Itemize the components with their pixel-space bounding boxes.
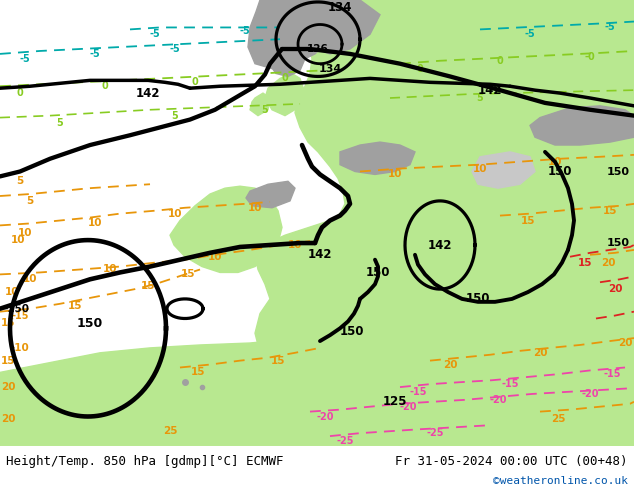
- Text: 15: 15: [603, 206, 618, 216]
- Polygon shape: [250, 93, 270, 116]
- Text: 0: 0: [191, 77, 198, 87]
- Text: 142: 142: [478, 84, 502, 97]
- Text: 150: 150: [607, 167, 630, 176]
- Text: 150: 150: [340, 325, 365, 338]
- Text: 10: 10: [248, 203, 262, 213]
- Text: 0: 0: [101, 81, 108, 91]
- Text: -15: -15: [603, 369, 621, 379]
- Text: 20: 20: [1, 382, 15, 392]
- Text: 0: 0: [417, 64, 424, 74]
- Text: 10: 10: [388, 170, 402, 179]
- Text: 150: 150: [366, 266, 391, 279]
- Polygon shape: [265, 74, 305, 116]
- Text: 10: 10: [18, 228, 32, 238]
- Text: 0: 0: [16, 88, 23, 98]
- Text: 5: 5: [16, 176, 23, 186]
- Polygon shape: [308, 0, 380, 54]
- Text: 5: 5: [262, 105, 268, 115]
- Text: 10: 10: [4, 287, 19, 297]
- Text: -25: -25: [426, 428, 444, 438]
- Text: 0: 0: [496, 56, 503, 66]
- Text: 142: 142: [136, 87, 160, 99]
- Text: 15: 15: [271, 356, 285, 366]
- Text: 150: 150: [548, 165, 573, 178]
- Text: 10: 10: [23, 274, 37, 284]
- Text: 20: 20: [1, 415, 15, 424]
- Text: 15: 15: [68, 301, 82, 311]
- Polygon shape: [340, 0, 634, 176]
- Text: -5: -5: [170, 44, 181, 54]
- Text: 25: 25: [551, 415, 566, 424]
- Text: 150: 150: [466, 293, 490, 305]
- Text: 15: 15: [141, 281, 155, 291]
- Text: -20: -20: [489, 395, 507, 405]
- Text: 150: 150: [607, 238, 630, 248]
- Text: 10: 10: [288, 240, 302, 250]
- Text: 125: 125: [383, 395, 407, 408]
- Text: 15: 15: [521, 216, 535, 225]
- Text: 10: 10: [103, 265, 117, 274]
- Text: 15: 15: [1, 318, 15, 328]
- Text: 5: 5: [27, 196, 34, 206]
- Polygon shape: [248, 0, 340, 69]
- Polygon shape: [472, 152, 535, 188]
- Text: 20: 20: [533, 348, 547, 358]
- Text: Height/Temp. 850 hPa [gdmp][°C] ECMWF: Height/Temp. 850 hPa [gdmp][°C] ECMWF: [6, 455, 284, 468]
- Text: -20: -20: [316, 412, 333, 421]
- Text: 150: 150: [77, 317, 103, 330]
- Text: 20: 20: [443, 360, 457, 369]
- Text: 142: 142: [428, 239, 452, 251]
- Text: 126: 126: [307, 44, 329, 54]
- Text: 5: 5: [477, 93, 483, 103]
- Text: -20: -20: [581, 389, 598, 399]
- Text: 142: 142: [307, 248, 332, 261]
- Text: 20: 20: [608, 284, 622, 294]
- Text: -5: -5: [240, 26, 250, 36]
- Text: 134: 134: [318, 64, 342, 74]
- Text: 10: 10: [87, 219, 102, 228]
- Text: 15: 15: [578, 258, 592, 268]
- Text: -5: -5: [524, 29, 535, 39]
- Text: 0: 0: [281, 74, 288, 83]
- Text: -5: -5: [20, 54, 30, 64]
- Text: 25: 25: [163, 426, 178, 436]
- Text: -15: -15: [501, 379, 519, 389]
- Text: 134: 134: [328, 1, 353, 14]
- Text: 10: 10: [11, 235, 25, 245]
- Text: 10: 10: [548, 157, 562, 167]
- Polygon shape: [170, 186, 282, 272]
- Text: -5: -5: [150, 29, 160, 39]
- Text: -5: -5: [89, 49, 100, 59]
- Text: 10: 10: [208, 252, 223, 262]
- Text: -5: -5: [605, 23, 616, 32]
- Text: -20: -20: [399, 402, 417, 412]
- Polygon shape: [255, 8, 634, 446]
- Polygon shape: [0, 331, 634, 446]
- Text: 10: 10: [473, 164, 488, 173]
- Text: —150: —150: [0, 304, 29, 314]
- Text: -15: -15: [11, 311, 29, 320]
- Text: 5: 5: [172, 111, 178, 121]
- Text: -15: -15: [410, 387, 427, 397]
- Text: 15: 15: [181, 270, 195, 279]
- Text: 20: 20: [601, 258, 615, 268]
- Text: 20: 20: [618, 338, 632, 348]
- Polygon shape: [246, 181, 295, 208]
- Polygon shape: [269, 47, 305, 76]
- Text: -0: -0: [585, 52, 595, 62]
- Text: 10: 10: [168, 209, 182, 219]
- Text: -10: -10: [11, 343, 29, 353]
- Text: 15: 15: [191, 368, 205, 377]
- Polygon shape: [530, 106, 634, 145]
- Text: Fr 31-05-2024 00:00 UTC (00+48): Fr 31-05-2024 00:00 UTC (00+48): [395, 455, 628, 468]
- Text: 5: 5: [56, 118, 63, 127]
- Text: 15: 15: [1, 356, 15, 366]
- Text: ©weatheronline.co.uk: ©weatheronline.co.uk: [493, 476, 628, 487]
- Text: -25: -25: [336, 436, 354, 446]
- Polygon shape: [340, 142, 415, 174]
